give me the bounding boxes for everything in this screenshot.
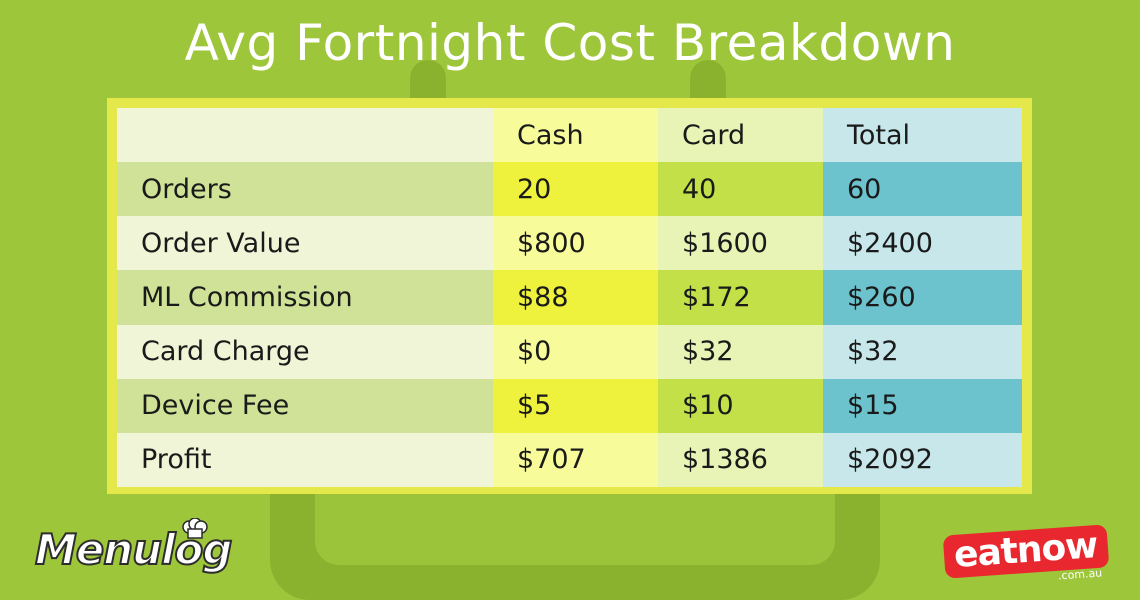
header-card: Card <box>658 108 823 163</box>
row-label: Card Charge <box>117 324 493 379</box>
card-cell: $32 <box>658 324 823 379</box>
cost-table-container: Cash Card Total Orders 20 40 60 Order Va… <box>107 98 1032 494</box>
table-row: Device Fee $5 $10 $15 <box>117 378 1022 433</box>
header-blank <box>117 108 493 163</box>
header-total: Total <box>823 108 1022 163</box>
table-row: Card Charge $0 $32 $32 <box>117 324 1022 379</box>
total-cell: 60 <box>823 162 1022 217</box>
table-row: Order Value $800 $1600 $2400 <box>117 216 1022 271</box>
row-label: Device Fee <box>117 378 493 433</box>
eatnow-logo-domain: .com.au <box>1057 566 1103 583</box>
total-cell: $32 <box>823 324 1022 379</box>
card-cell: 40 <box>658 162 823 217</box>
cash-cell: $800 <box>493 216 658 271</box>
eatnow-logo: eatnow .com.au <box>943 524 1110 583</box>
row-label: Order Value <box>117 216 493 271</box>
row-label: Orders <box>117 162 493 217</box>
cash-cell: $5 <box>493 378 658 433</box>
card-cell: $1600 <box>658 216 823 271</box>
table-row: Profit $707 $1386 $2092 <box>117 432 1022 487</box>
total-cell: $2092 <box>823 432 1022 487</box>
chef-hat-icon <box>182 518 208 539</box>
cost-table: Cash Card Total Orders 20 40 60 Order Va… <box>117 108 1022 487</box>
cash-cell: $0 <box>493 324 658 379</box>
row-label: ML Commission <box>117 270 493 325</box>
cash-cell: $707 <box>493 432 658 487</box>
header-cash: Cash <box>493 108 658 163</box>
total-cell: $15 <box>823 378 1022 433</box>
total-cell: $260 <box>823 270 1022 325</box>
page-title: Avg Fortnight Cost Breakdown <box>184 14 956 72</box>
cash-cell: $88 <box>493 270 658 325</box>
card-cell: $10 <box>658 378 823 433</box>
card-cell: $1386 <box>658 432 823 487</box>
table-row: Orders 20 40 60 <box>117 162 1022 217</box>
card-cell: $172 <box>658 270 823 325</box>
table-row: ML Commission $88 $172 $260 <box>117 270 1022 325</box>
row-label: Profit <box>117 432 493 487</box>
total-cell: $2400 <box>823 216 1022 271</box>
cash-cell: 20 <box>493 162 658 217</box>
table-header-row: Cash Card Total <box>117 108 1022 163</box>
